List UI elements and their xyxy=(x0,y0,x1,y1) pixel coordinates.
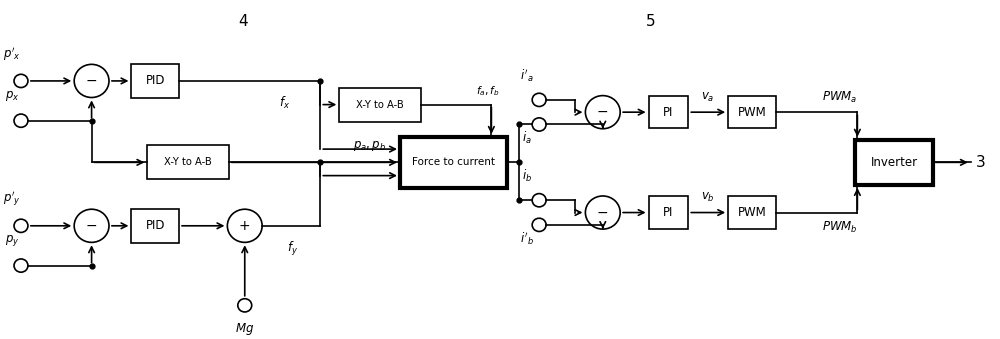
Bar xyxy=(400,137,507,188)
Text: Inverter: Inverter xyxy=(871,156,918,169)
Bar xyxy=(728,96,776,128)
Text: PI: PI xyxy=(663,206,674,219)
Text: $p_a, p_b$: $p_a, p_b$ xyxy=(353,139,387,153)
Text: PWM: PWM xyxy=(738,206,766,219)
Text: $i'_a$: $i'_a$ xyxy=(520,67,534,84)
Bar xyxy=(649,196,688,228)
Text: $p'_x$: $p'_x$ xyxy=(3,45,21,63)
Text: −: − xyxy=(86,74,97,88)
Text: X-Y to A-B: X-Y to A-B xyxy=(164,157,212,167)
Text: $PWM_a$: $PWM_a$ xyxy=(822,89,857,105)
Text: −: − xyxy=(597,105,609,119)
Text: $p_x$: $p_x$ xyxy=(5,89,19,103)
Text: 3: 3 xyxy=(976,155,986,170)
Text: $p_y$: $p_y$ xyxy=(5,233,19,247)
Text: Force to current: Force to current xyxy=(412,157,495,167)
Text: $f_a, f_b$: $f_a, f_b$ xyxy=(476,84,500,98)
Text: $f_y$: $f_y$ xyxy=(287,240,298,258)
Text: PID: PID xyxy=(145,219,165,232)
Bar xyxy=(728,196,776,228)
Text: +: + xyxy=(239,219,251,233)
Text: $v_a$: $v_a$ xyxy=(701,91,715,104)
Text: X-Y to A-B: X-Y to A-B xyxy=(356,100,404,109)
Text: $i'_b$: $i'_b$ xyxy=(520,231,534,247)
Text: $f_x$: $f_x$ xyxy=(279,95,290,111)
Text: 5: 5 xyxy=(646,14,655,29)
Text: $v_b$: $v_b$ xyxy=(701,191,715,204)
Bar xyxy=(649,96,688,128)
Bar xyxy=(855,140,933,185)
Text: $Mg$: $Mg$ xyxy=(235,321,254,337)
Bar xyxy=(131,209,179,243)
Text: PI: PI xyxy=(663,106,674,119)
Text: −: − xyxy=(86,219,97,233)
Bar xyxy=(131,64,179,98)
Text: 4: 4 xyxy=(238,14,248,29)
Text: PID: PID xyxy=(145,75,165,87)
Text: $p'_y$: $p'_y$ xyxy=(3,189,21,208)
Text: PWM: PWM xyxy=(738,106,766,119)
Text: −: − xyxy=(597,205,609,220)
Bar xyxy=(147,145,229,179)
Text: $i_a$: $i_a$ xyxy=(522,130,532,146)
Bar xyxy=(339,87,421,122)
Text: $PWM_b$: $PWM_b$ xyxy=(822,220,857,235)
Text: $i_b$: $i_b$ xyxy=(522,168,532,184)
